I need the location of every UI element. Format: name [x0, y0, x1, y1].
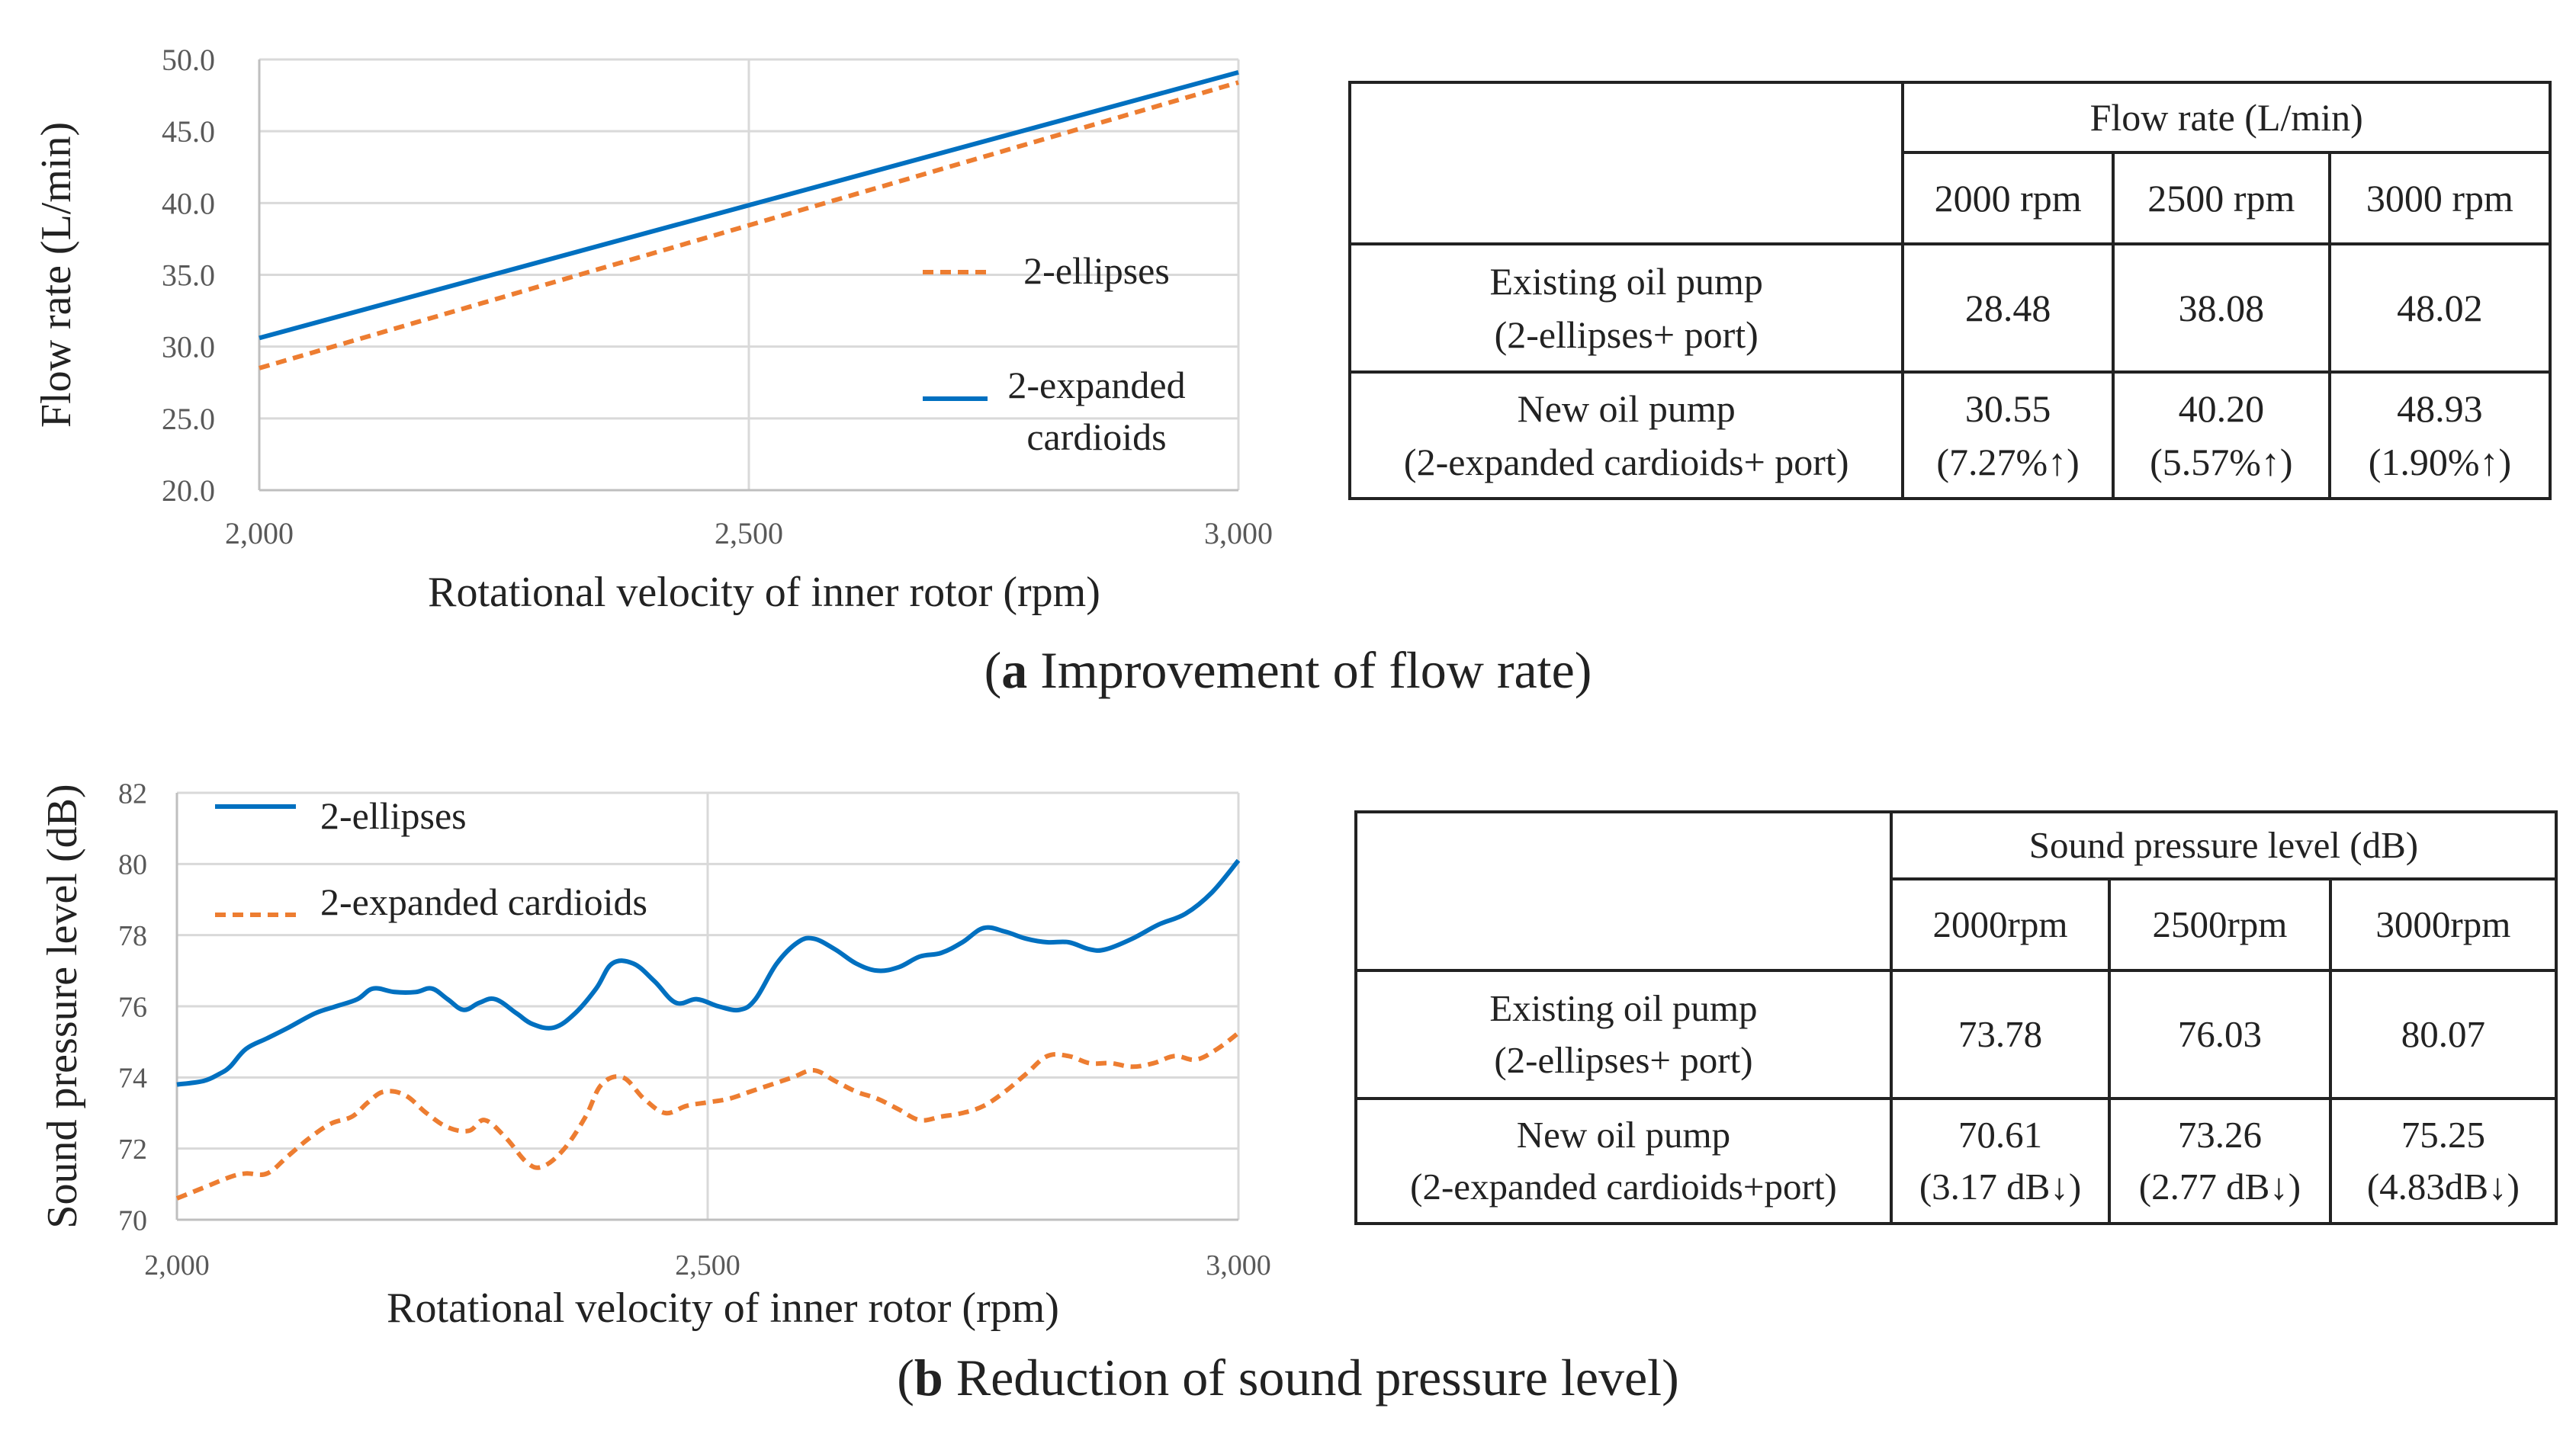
series-line-2-expanded-cardioids — [259, 70, 1239, 341]
x-tick-label: 2,000 — [144, 1249, 210, 1281]
y-tick-label: 76 — [118, 991, 147, 1023]
table-cell: 70.61 (3.17 dB↓) — [1889, 1097, 2112, 1225]
table-cell: 38.08 — [2111, 242, 2331, 374]
caption-a: (a Improvement of flow rate) — [984, 641, 1592, 699]
sound-pressure-table: Sound pressure level (dB) 2000rpm 2500rp… — [1354, 810, 2558, 1225]
series-line-2-ellipses — [259, 80, 1239, 370]
y-tick-label: 80 — [118, 849, 147, 881]
table-b-col-header: 2000rpm — [1889, 877, 2112, 972]
table-a-col-header: 3000 rpm — [2327, 151, 2552, 245]
y-tick-label: 72 — [118, 1134, 147, 1166]
x-tick-label: 3,000 — [1204, 516, 1273, 550]
table-a-row-label: New oil pump (2-expanded cardioids+ port) — [1347, 370, 1905, 500]
table-b-group-header: Sound pressure level (dB) — [1889, 810, 2558, 880]
table-b-col-header: 2500rpm — [2108, 877, 2332, 972]
y-tick-label: 74 — [118, 1063, 147, 1095]
table-cell: 76.03 — [2108, 969, 2332, 1100]
table-a-row-label: Existing oil pump (2-ellipses+ port) — [1347, 242, 1905, 374]
table-cell: 48.93 (1.90%↑) — [2327, 370, 2552, 500]
y-tick-label: 30.0 — [162, 330, 215, 364]
y-tick-label: 50.0 — [162, 43, 215, 77]
legend-label: 2-expanded — [1007, 364, 1185, 406]
table-a-group-header: Flow rate (L/min) — [1901, 81, 2552, 154]
table-b-row-label: Existing oil pump (2-ellipses+ port) — [1354, 969, 1893, 1100]
table-cell: 75.25 (4.83dB↓) — [2328, 1097, 2558, 1225]
table-row: New oil pump (2-expanded cardioids+ port)… — [1347, 370, 2552, 500]
table-cell: 40.20 (5.57%↑) — [2111, 370, 2331, 500]
legend-label: 2-ellipses — [320, 794, 467, 837]
table-a-corner — [1347, 81, 1905, 245]
x-tick-label: 2,500 — [715, 516, 783, 550]
table-a-col-header: 2500 rpm — [2111, 151, 2331, 245]
table-cell: 80.07 — [2328, 969, 2558, 1100]
table-cell: 73.78 — [1889, 969, 2112, 1100]
y-tick-label: 40.0 — [162, 186, 215, 220]
table-row: Existing oil pump (2-ellipses+ port) 28.4… — [1347, 242, 2552, 374]
y-tick-label: 78 — [118, 920, 147, 952]
x-axis-title: Rotational velocity of inner rotor (rpm) — [428, 569, 1100, 616]
legend-label: 2-expanded cardioids — [320, 880, 647, 923]
x-axis-title: Rotational velocity of inner rotor (rpm) — [387, 1285, 1059, 1332]
table-cell: 48.02 — [2327, 242, 2552, 374]
table-row: New oil pump (2-expanded cardioids+port) … — [1354, 1097, 2558, 1225]
series-line-2-expanded-cardioids — [175, 1031, 1240, 1201]
legend-label: cardioids — [1026, 415, 1166, 458]
legend-label: 2-ellipses — [1023, 249, 1170, 292]
x-tick-label: 3,000 — [1206, 1249, 1271, 1281]
y-tick-label: 25.0 — [162, 402, 215, 436]
y-tick-label: 45.0 — [162, 114, 215, 149]
caption-b: (b Reduction of sound pressure level) — [897, 1349, 1679, 1407]
table-cell: 73.26 (2.77 dB↓) — [2108, 1097, 2332, 1225]
y-tick-label: 70 — [118, 1204, 147, 1237]
y-axis-title: Flow rate (L/min) — [33, 122, 80, 428]
sound-pressure-chart: 70 72 74 76 78 80 82 2,000 2,500 3,000 Rotational … — [39, 778, 1271, 1332]
table-cell: 28.48 — [1901, 242, 2115, 374]
table-row: Existing oil pump (2-ellipses+ port) 73.7… — [1354, 969, 2558, 1100]
x-tick-label: 2,000 — [225, 516, 294, 550]
table-cell: 30.55 (7.27%↑) — [1901, 370, 2115, 500]
y-tick-label: 20.0 — [162, 473, 215, 508]
flow-rate-table: Flow rate (L/min) 2000 rpm 2500 rpm 3000… — [1347, 81, 2552, 500]
table-b-col-header: 3000rpm — [2328, 877, 2558, 972]
x-tick-label: 2,500 — [675, 1249, 740, 1281]
y-tick-label: 82 — [118, 778, 147, 810]
table-a-col-header: 2000 rpm — [1901, 151, 2115, 245]
table-b-row-label: New oil pump (2-expanded cardioids+port) — [1354, 1097, 1893, 1225]
y-tick-label: 35.0 — [162, 258, 215, 293]
flow-rate-chart: 20.0 25.0 30.0 35.0 40.0 45.0 50.0 2,000 2,500 3,… — [33, 43, 1273, 616]
series-line-2-ellipses — [176, 858, 1241, 1087]
y-axis-title: Sound pressure level (dB) — [39, 784, 86, 1228]
table-b-corner — [1354, 810, 1893, 972]
